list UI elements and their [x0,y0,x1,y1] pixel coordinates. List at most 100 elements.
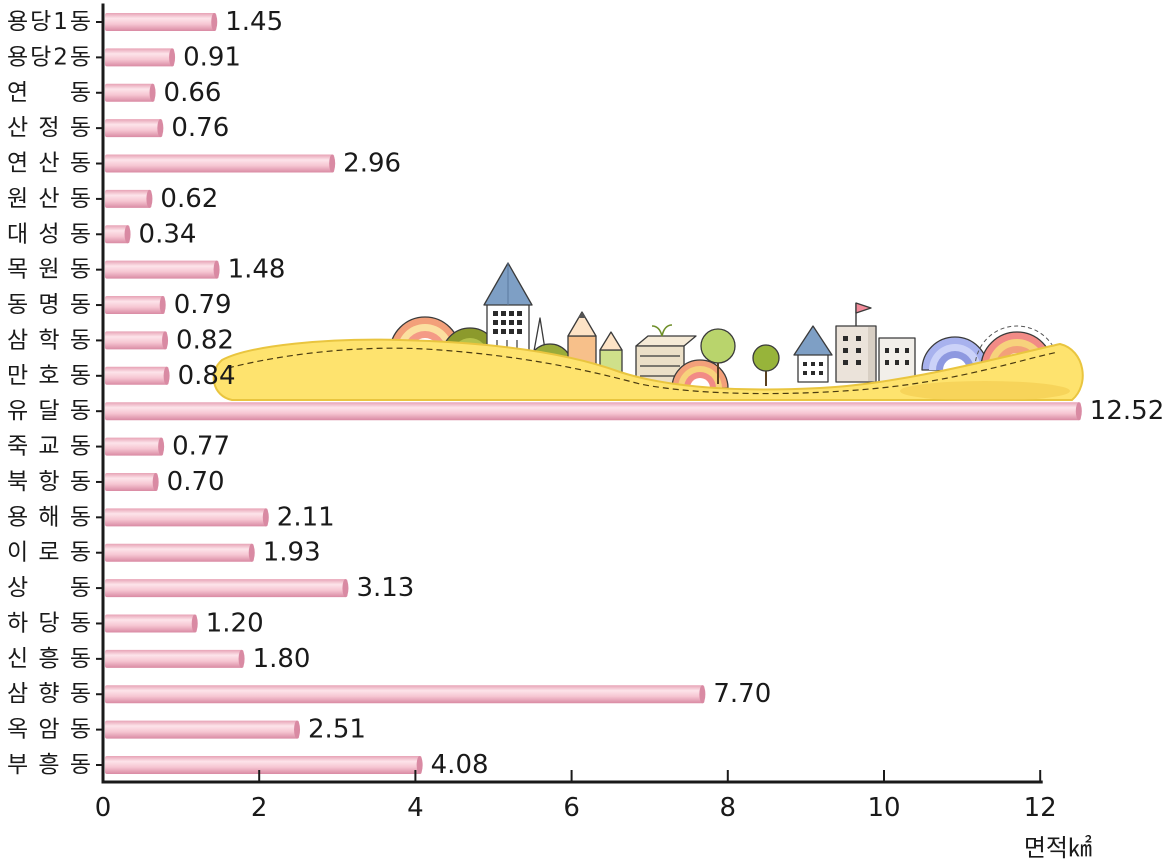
bar-12 [105,402,1082,421]
bar-1 [105,13,218,31]
category-label-17: 상 동 [7,575,91,601]
tower-windows [493,311,522,334]
building-shade [868,327,875,381]
x-axis-ticks [258,770,1042,782]
bar-end-cap [416,756,423,774]
hill-dashed-line [227,347,1059,395]
x-axis-title: 면적㎢ [1024,834,1092,862]
bar-2 [105,48,176,67]
bar-20 [105,685,706,704]
bar-body [105,649,244,668]
bar-body [105,437,164,456]
category-label-7: 대성동 [7,221,91,247]
pencil-lead [578,312,586,318]
category-label-1: 용당1동 [7,9,91,35]
bar-end-cap [169,48,176,67]
category-label-16: 이로동 [7,540,91,566]
x-tick-label-10: 10 [867,793,900,823]
bar-end-cap [1075,402,1082,421]
pencil-tip [567,311,597,337]
bar-17 [105,579,349,598]
category-label-12: 유달동 [7,398,91,424]
bar-end-cap [157,119,164,138]
x-tick-label-0: 0 [95,793,112,823]
value-label-22: 4.08 [431,750,489,780]
category-label-6: 원산동 [7,186,91,212]
value-label-13: 0.77 [172,432,230,462]
category-label-9: 동명동 [7,292,91,318]
value-label-16: 1.93 [263,538,321,568]
bar-21 [105,720,301,739]
category-label-15: 용해동 [7,504,91,530]
building-roof [793,325,833,356]
value-label-5: 2.96 [343,149,401,179]
category-label-4: 산정동 [7,115,91,141]
building-windows [803,362,823,375]
bar-body [105,119,163,138]
bar-end-cap [152,472,159,491]
bar-3 [105,83,156,102]
x-tick-label-4: 4 [407,793,424,823]
value-label-17: 3.13 [356,573,414,603]
bar-9 [105,296,166,315]
bar-body [105,720,300,739]
bar-body [105,296,165,315]
bar-end-cap [191,614,198,633]
bar-end-cap [248,543,255,562]
bar-body [105,260,219,279]
rainbow-center [671,359,729,389]
bar-end-cap [158,437,165,456]
bar-end-cap [213,260,220,279]
bar-4 [105,119,164,138]
bar-body [105,189,152,208]
bar-end-cap [211,13,218,31]
bar-8 [105,260,220,279]
category-label-20: 삼향동 [7,681,91,707]
bar-body [105,685,705,704]
bar-body [105,756,422,774]
category-label-13: 죽교동 [7,434,91,460]
city-skyline-illustration [212,262,1084,401]
bar-end-cap [699,685,706,704]
category-label-21: 옥암동 [7,717,91,743]
bar-end-cap [163,366,170,385]
bar-end-cap [146,189,153,208]
blue-roof-building [793,325,833,383]
category-label-19: 신흥동 [7,646,91,672]
bar-end-cap [159,296,166,315]
x-axis-tick-labels: 0 2 4 6 8 10 12 [95,793,1057,823]
bar-end-cap [149,83,156,102]
value-label-2: 0.91 [183,42,241,72]
value-label-8: 1.48 [228,255,286,285]
bar-body [105,225,130,244]
bar-body [105,154,335,173]
category-label-11: 만호동 [7,363,91,389]
grey-building [878,337,916,383]
bar-15 [105,508,269,527]
bar-22 [105,756,423,774]
bar-body [105,614,197,633]
tree-large [700,328,736,384]
bar-18 [105,614,198,633]
building-windows [843,336,861,365]
tree-crown [700,328,736,364]
building-body [797,353,829,383]
yellow-hill [212,338,1084,401]
category-label-3: 연 동 [7,80,91,106]
category-label-8: 목원동 [7,257,91,283]
bar-6 [105,189,153,208]
bar-body [105,543,254,562]
bar-body [105,472,158,491]
category-label-14: 북항동 [7,469,91,495]
flag [855,302,872,314]
box-top [635,335,697,347]
value-label-21: 2.51 [308,715,366,745]
bar-body [105,331,168,350]
bar-16 [105,543,255,562]
bar-end-cap [162,331,169,350]
value-label-15: 2.11 [277,502,335,532]
category-label-22: 부흥동 [7,752,91,778]
bar-body [105,13,217,31]
bar-end-cap [329,154,336,173]
bar-5 [105,154,336,173]
